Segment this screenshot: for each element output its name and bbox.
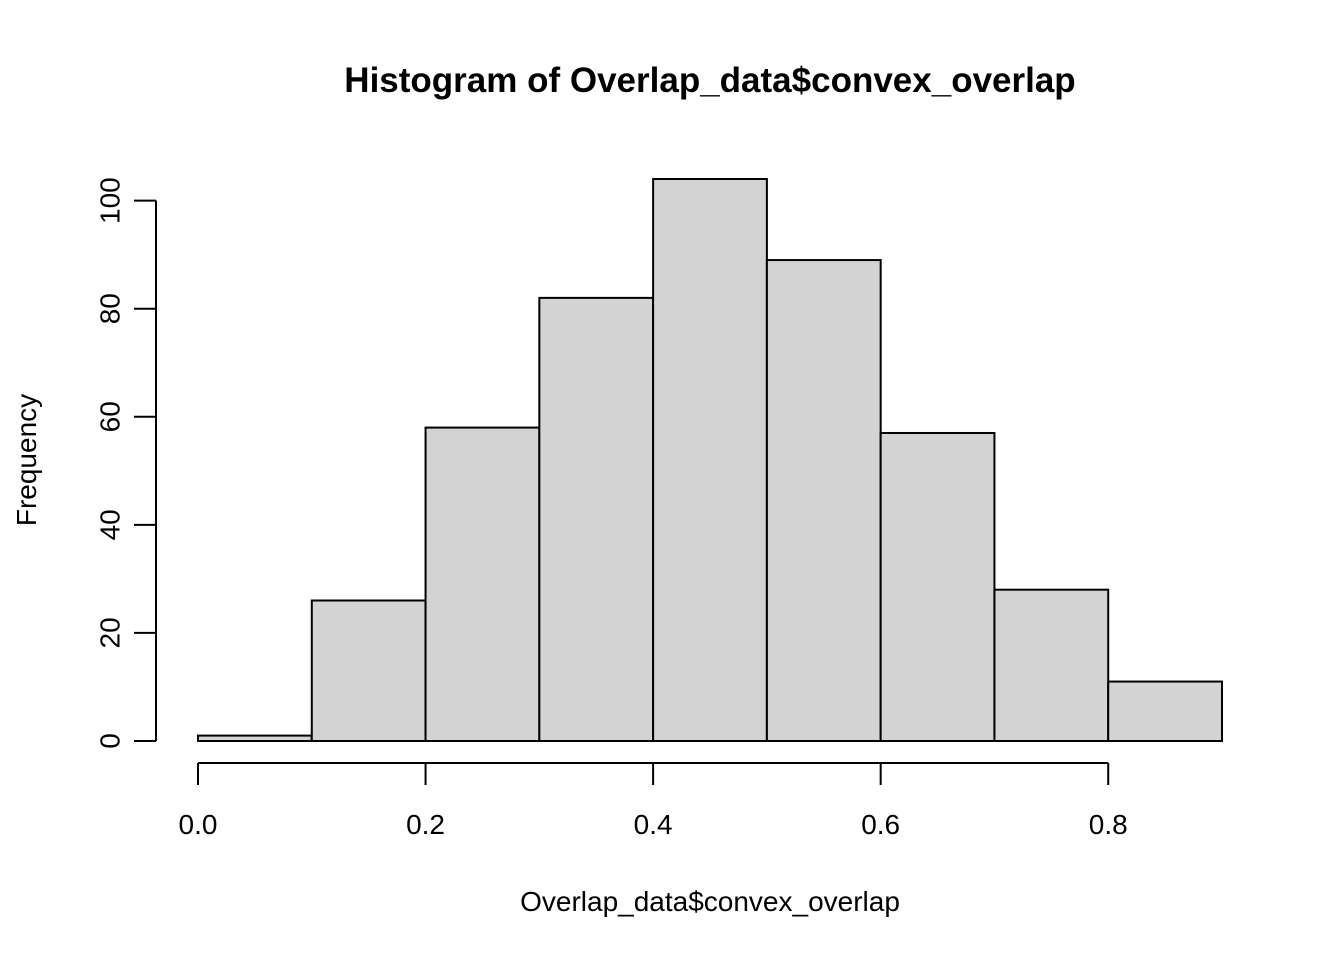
y-tick-label: 20	[95, 617, 126, 648]
y-tick-label: 0	[95, 733, 126, 749]
histogram-bar-8	[993, 588, 1110, 743]
y-axis-label: Frequency	[11, 394, 42, 526]
y-tick-label: 80	[95, 293, 126, 324]
histogram-bar-4	[538, 296, 655, 742]
y-tick-label: 40	[95, 509, 126, 540]
bars-group	[197, 178, 1223, 743]
x-tick-label: 0.6	[861, 809, 900, 840]
x-tick-label: 0.0	[179, 809, 218, 840]
x-tick-label: 0.8	[1089, 809, 1128, 840]
histogram-bar-9	[1107, 680, 1223, 742]
chart-title: Histogram of Overlap_data$convex_overlap	[344, 61, 1075, 100]
x-axis: 0.0 0.2 0.4 0.6 0.8	[179, 762, 1128, 840]
histogram-bar-7	[879, 431, 996, 742]
x-tick-label: 0.2	[406, 809, 445, 840]
histogram-bar-1	[197, 734, 313, 742]
histogram-bar-2	[310, 599, 427, 742]
histogram-bar-5	[652, 178, 768, 742]
x-axis-label: Overlap_data$convex_overlap	[520, 886, 900, 917]
y-axis: 0 20 40 60 80 100	[95, 177, 157, 749]
x-tick-label: 0.4	[634, 809, 673, 840]
y-tick-label: 60	[95, 401, 126, 432]
y-tick-label: 100	[95, 177, 126, 224]
histogram-bar-6	[765, 259, 882, 742]
histogram-bar-3	[424, 426, 541, 742]
